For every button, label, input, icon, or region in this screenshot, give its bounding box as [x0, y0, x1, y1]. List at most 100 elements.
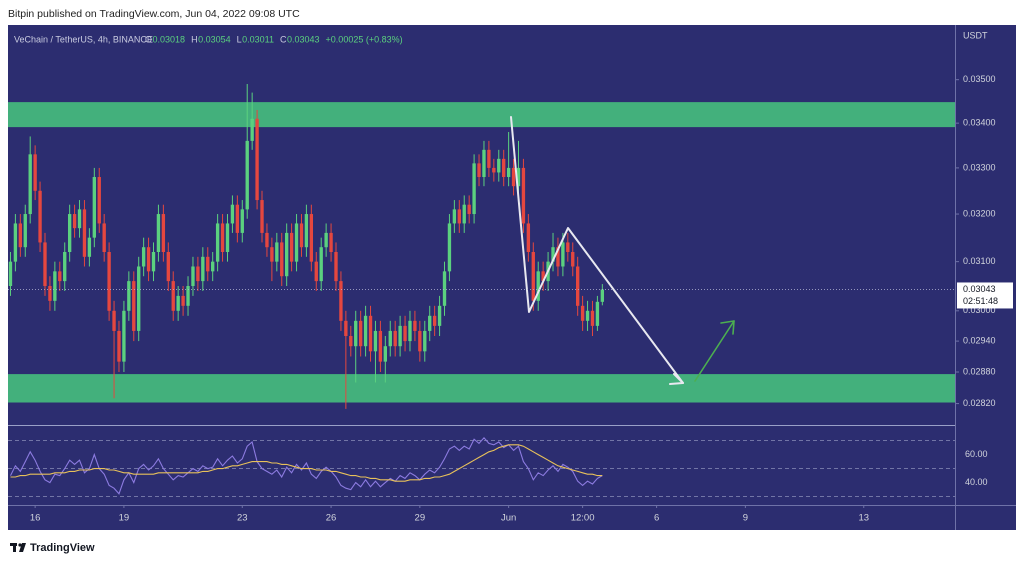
candle-body — [462, 204, 466, 224]
candle-body — [280, 242, 284, 277]
candle-body — [551, 247, 555, 262]
candle-body — [127, 281, 131, 311]
ohlc-label: L — [237, 34, 242, 44]
candle-body — [87, 237, 92, 257]
candle-body — [388, 330, 392, 347]
y-tick-label: 0.03200 — [963, 208, 996, 218]
candle-body — [580, 305, 585, 321]
axis-unit: USDT — [963, 30, 988, 40]
candle-body — [43, 242, 47, 287]
y-tick-label: 0.03100 — [963, 256, 996, 266]
candle-body — [428, 315, 432, 331]
candle-body — [230, 204, 235, 224]
candle-body — [92, 177, 96, 238]
y-tick-label: 0.03300 — [963, 162, 996, 172]
candle-body — [166, 252, 170, 282]
candle-body — [358, 320, 363, 347]
candle-body — [8, 261, 13, 287]
candle-body — [349, 336, 353, 347]
candle-body — [97, 177, 101, 224]
candle-body — [260, 200, 264, 233]
published-note: Bitpin published on TradingView.com, Jun… — [8, 8, 300, 20]
price-pane — [8, 83, 955, 409]
candle-body — [28, 154, 32, 215]
ohlc-label: C — [280, 34, 287, 44]
candle-body — [324, 232, 328, 248]
drawings — [510, 116, 735, 385]
ohlc-value: 0.03011 — [242, 34, 274, 44]
candle-body — [176, 295, 180, 311]
y-tick-label: 0.03000 — [963, 305, 996, 315]
x-tick-label: 23 — [237, 513, 248, 524]
candle-body — [275, 242, 279, 262]
candle-body — [319, 247, 323, 282]
candle-body — [492, 167, 496, 173]
candle-body — [521, 167, 526, 224]
candle-body — [201, 256, 205, 282]
candle-body — [240, 209, 244, 233]
candle-body — [122, 310, 126, 362]
candle-body — [354, 320, 358, 347]
candle-body — [270, 247, 274, 262]
candle-body — [482, 149, 486, 178]
candle-body — [171, 281, 175, 311]
candle-body — [585, 310, 590, 321]
candle-body — [146, 247, 151, 272]
ohlc-label: O — [145, 34, 152, 44]
candle-body — [196, 266, 200, 282]
candle-body — [339, 281, 343, 321]
candle-body — [220, 223, 225, 253]
candle-body — [516, 167, 521, 187]
candle-body — [477, 163, 481, 178]
rsi-tick-label: 40.00 — [965, 477, 988, 487]
x-tick-label: 13 — [858, 513, 869, 524]
candle-body — [442, 271, 447, 306]
candle-body — [561, 242, 565, 267]
candle-body — [77, 209, 82, 229]
candle-body — [161, 214, 166, 253]
candle-body — [289, 232, 294, 262]
candle-body — [571, 252, 575, 267]
candle-body — [112, 310, 116, 331]
candle-body — [383, 346, 387, 362]
candle-body — [398, 325, 402, 347]
last-price: 0.03043 — [963, 284, 996, 294]
candle-body — [329, 232, 333, 253]
candle-body — [72, 214, 77, 229]
arrow-head — [720, 320, 735, 335]
candle-body — [186, 286, 190, 306]
candle-body — [506, 167, 511, 178]
ohlc-label: H — [191, 34, 198, 44]
candle-body — [536, 271, 540, 301]
candle-body — [576, 266, 580, 306]
candle-body — [299, 223, 304, 248]
candle-body — [102, 223, 106, 253]
candle-body — [215, 223, 220, 262]
candle-body — [457, 209, 461, 224]
x-tick-label: 26 — [326, 513, 337, 524]
candle-body — [373, 330, 378, 352]
candle-body — [33, 154, 37, 191]
x-tick-label: 19 — [119, 513, 130, 524]
zone — [8, 102, 955, 128]
candle-body — [304, 214, 309, 248]
x-tick-label: 29 — [415, 513, 426, 524]
rsi-line — [10, 436, 603, 495]
candle-body — [107, 252, 111, 311]
candle-body — [255, 118, 259, 201]
candle-body — [418, 330, 422, 352]
candle-body — [53, 271, 57, 301]
candle-body — [58, 271, 62, 282]
candle-body — [447, 223, 452, 272]
candle-body — [334, 252, 338, 282]
candle-body — [67, 214, 72, 253]
change: +0.00025 (+0.83%) — [326, 34, 403, 44]
y-tick-label: 0.02880 — [963, 366, 996, 376]
logo-part — [18, 543, 22, 547]
candle-body — [211, 261, 215, 272]
legend: VeChain / TetherUS, 4h, BINANCE O 0.03018… — [14, 34, 403, 44]
candle-body — [245, 140, 249, 210]
candle-body — [132, 281, 136, 331]
candle-body — [368, 315, 373, 352]
projection-arrow — [694, 320, 735, 382]
